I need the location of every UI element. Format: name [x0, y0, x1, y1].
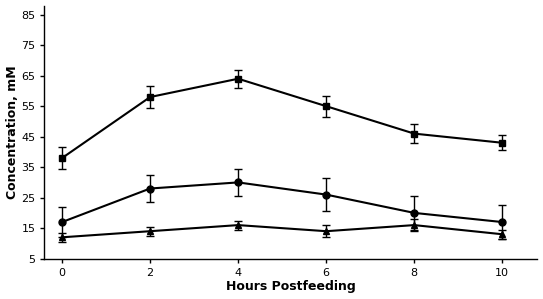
Y-axis label: Concentration, mM: Concentration, mM	[5, 65, 18, 199]
X-axis label: Hours Postfeeding: Hours Postfeeding	[226, 280, 356, 293]
